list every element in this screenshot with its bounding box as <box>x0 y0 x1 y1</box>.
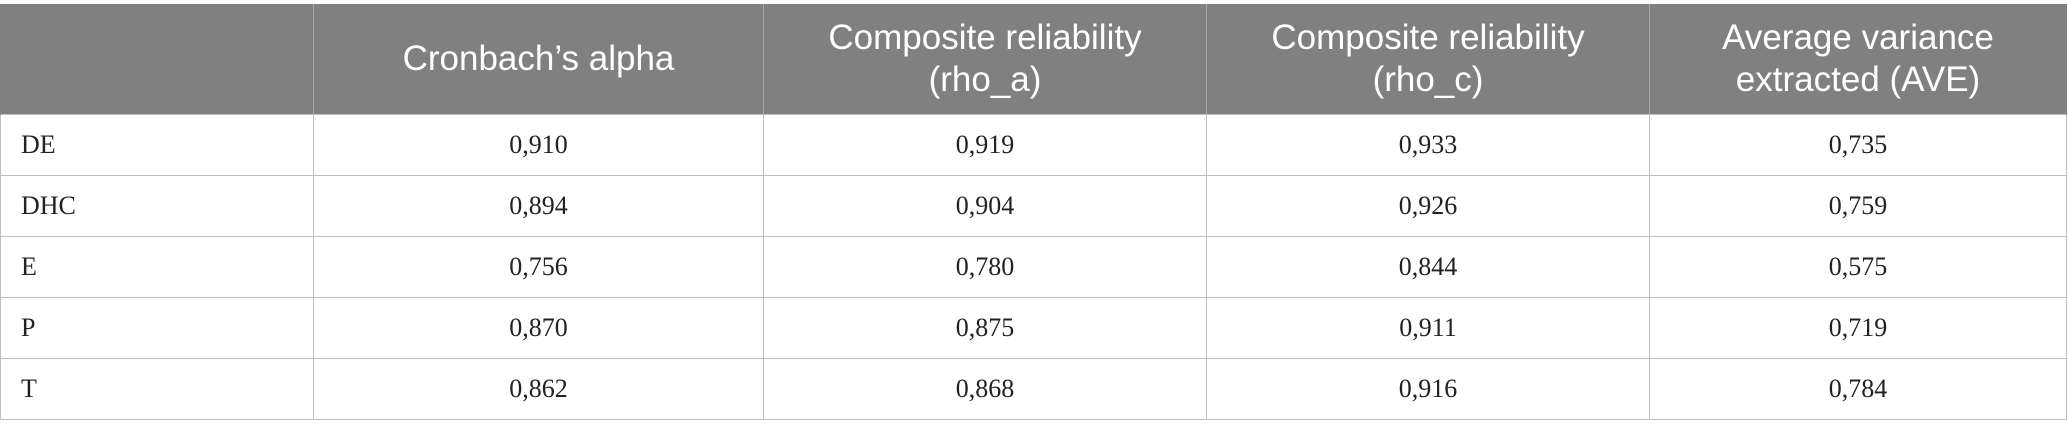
header-cell-rho-a: Composite reliability (rho_a) <box>763 4 1207 114</box>
cell-value: 0,916 <box>1206 357 1650 420</box>
cell-value: 0,868 <box>763 357 1207 420</box>
header-cell-empty <box>0 4 314 114</box>
reliability-table-container: Cronbach’s alpha Composite reliability (r… <box>0 4 2067 420</box>
cell-value: 0,862 <box>313 357 764 420</box>
header-line: extracted (AVE) <box>1735 59 1981 99</box>
table-header: Cronbach’s alpha Composite reliability (r… <box>0 4 2067 114</box>
cell-value: 0,933 <box>1206 113 1650 176</box>
header-line: Composite reliability <box>828 17 1142 57</box>
table-row: E 0,756 0,780 0,844 0,575 <box>0 235 2067 298</box>
cell-value: 0,894 <box>313 174 764 237</box>
cell-value: 0,919 <box>763 113 1207 176</box>
cell-value: 0,780 <box>763 235 1207 298</box>
header-cell-cronbach-alpha: Cronbach’s alpha <box>313 4 764 114</box>
table-row: DE 0,910 0,919 0,933 0,735 <box>0 113 2067 176</box>
cell-value: 0,575 <box>1649 235 2067 298</box>
cell-value: 0,875 <box>763 296 1207 359</box>
cell-value: 0,904 <box>763 174 1207 237</box>
table-row: P 0,870 0,875 0,911 0,719 <box>0 296 2067 359</box>
row-label: E <box>0 235 314 298</box>
reliability-table: Cronbach’s alpha Composite reliability (r… <box>0 4 2067 420</box>
header-line: Composite reliability <box>1271 17 1585 57</box>
cell-value: 0,910 <box>313 113 764 176</box>
row-label: P <box>0 296 314 359</box>
cell-value: 0,719 <box>1649 296 2067 359</box>
cell-value: 0,756 <box>313 235 764 298</box>
header-line: (rho_a) <box>928 59 1042 99</box>
header-cell-rho-c: Composite reliability (rho_c) <box>1206 4 1650 114</box>
cell-value: 0,759 <box>1649 174 2067 237</box>
table-row: DHC 0,894 0,904 0,926 0,759 <box>0 174 2067 237</box>
header-line: Average variance <box>1722 17 1994 57</box>
cell-value: 0,911 <box>1206 296 1650 359</box>
header-cell-ave: Average variance extracted (AVE) <box>1649 4 2067 114</box>
cell-value: 0,870 <box>313 296 764 359</box>
cell-value: 0,735 <box>1649 113 2067 176</box>
header-row: Cronbach’s alpha Composite reliability (r… <box>0 4 2067 114</box>
table-row: T 0,862 0,868 0,916 0,784 <box>0 357 2067 420</box>
row-label: T <box>0 357 314 420</box>
cell-value: 0,784 <box>1649 357 2067 420</box>
header-line: Cronbach’s alpha <box>402 38 675 78</box>
row-label: DE <box>0 113 314 176</box>
header-line: (rho_c) <box>1372 59 1484 99</box>
row-label: DHC <box>0 174 314 237</box>
cell-value: 0,844 <box>1206 235 1650 298</box>
cell-value: 0,926 <box>1206 174 1650 237</box>
table-body: DE 0,910 0,919 0,933 0,735 DHC 0,894 0,9… <box>0 113 2067 420</box>
